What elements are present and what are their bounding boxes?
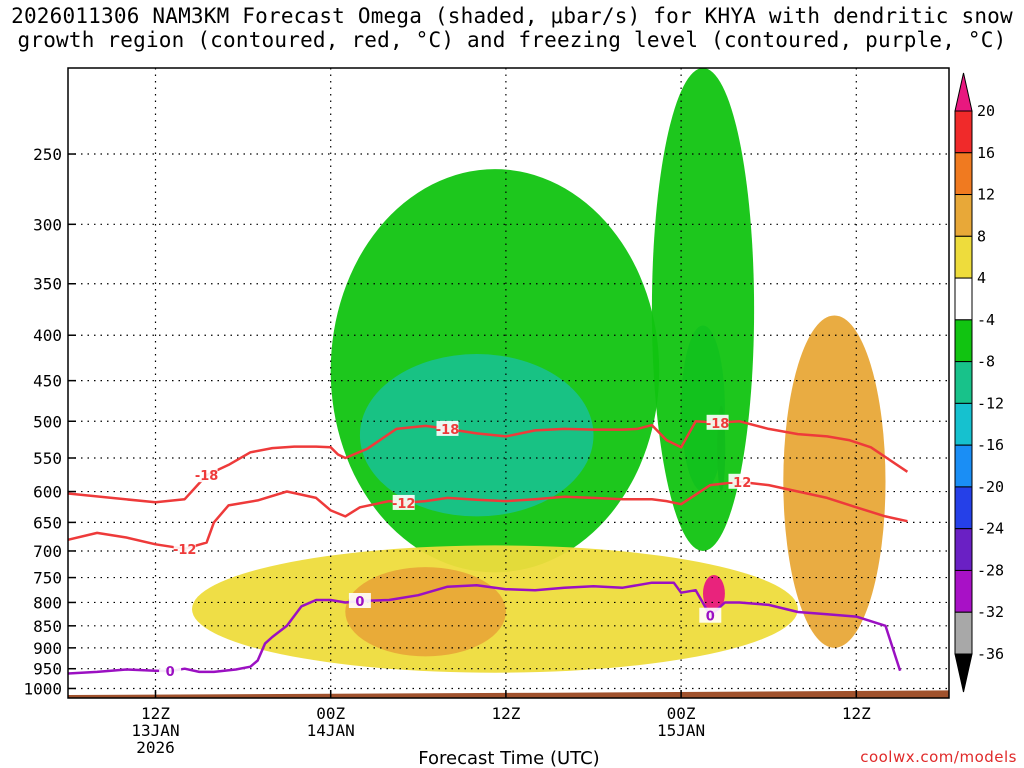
contour-label-bg-2-3 [728, 473, 751, 489]
y-tick-label-650: 650 [33, 513, 62, 532]
colorbar-bin-bottom [954, 653, 973, 693]
omega-shading [192, 68, 886, 673]
colorbar-label-9: -16 [977, 436, 1004, 454]
colorbar-label-11: -24 [977, 520, 1004, 538]
colorbar-label-12: -28 [977, 561, 1004, 579]
omega-region-2 [359, 354, 594, 517]
omega-region-7 [345, 567, 506, 657]
colorbar-label-1: 20 [977, 102, 995, 120]
colorbar-bin-8 [954, 402, 973, 446]
x-axis-title: Forecast Time (UTC) [418, 748, 599, 768]
colorbar-bin-13 [954, 611, 973, 655]
colorbar-bin-2 [954, 152, 973, 196]
title-line-1: 2026011306 NAM3KM Forecast Omega (shaded… [11, 4, 1013, 28]
colorbar-bin-12 [954, 569, 973, 613]
x-tick-date-36: 15JAN [657, 721, 705, 740]
colorbar-bin-6 [954, 319, 973, 363]
contour-label-bg-3-2 [348, 593, 371, 609]
colorbar-bin-9 [954, 444, 973, 488]
terrain-layer [68, 690, 949, 698]
omega-region-9 [783, 315, 886, 648]
contour-label-2-3: -12 [728, 476, 752, 491]
colorbar: 20 16 12 8 4 -4 -8 -12 -16 -20 -24 -28 -32 -36 [954, 72, 1004, 693]
y-tick-label-350: 350 [33, 275, 62, 294]
contour-label-3-1: 0 [166, 665, 175, 680]
contour-label-bg-1-2 [436, 420, 459, 436]
colorbar-label-13: -32 [977, 603, 1004, 621]
contour-label-3-3: 0 [706, 610, 715, 625]
colorbar-bin-5 [954, 277, 973, 321]
y-tick-label-300: 300 [33, 215, 62, 234]
x-tick-label-24: 12Z [491, 704, 520, 723]
colorbar-label-2: 16 [977, 144, 995, 162]
contour-line-1 [68, 420, 909, 504]
y-tick-label-500: 500 [33, 412, 62, 431]
y-tick-label-700: 700 [33, 542, 62, 561]
colorbar-label-5: 4 [977, 269, 986, 287]
plot-frame [67, 67, 950, 699]
omega-region-5 [651, 68, 755, 551]
y-tick-label-450: 450 [33, 372, 62, 391]
y-tick-label-800: 800 [33, 593, 62, 612]
contour-label-bg-1-1 [195, 467, 218, 483]
y-tick-label-900: 900 [33, 639, 62, 658]
colorbar-bin-7 [954, 361, 973, 404]
x-tick-date-0: 13JAN [131, 721, 179, 740]
x-tick-label-48: 12Z [842, 704, 871, 723]
contour-label-bg-2-1 [173, 540, 196, 556]
colorbar-bin-10 [954, 486, 973, 530]
contour-label-3-2: 0 [355, 595, 364, 610]
watermark: coolwx.com/models [860, 748, 1017, 766]
y-tick-label-850: 850 [33, 617, 62, 636]
colorbar-bin-1 [954, 110, 973, 154]
y-tick-label-600: 600 [33, 483, 62, 502]
grid-layer [68, 68, 949, 698]
x-tick-date-12: 14JAN [307, 721, 355, 740]
y-tick-label-550: 550 [33, 449, 62, 468]
colorbar-label-7: -8 [977, 353, 995, 371]
contour-label-1-1: -18 [195, 469, 219, 484]
chart-title: 2026011306 NAM3KM Forecast Omega (shaded… [0, 4, 1024, 52]
contour-lines: -18 -18 -18 -12 -12 -12 0 0 0 [68, 414, 909, 680]
contour-label-bg-3-3 [699, 607, 722, 623]
contour-label-2-2: -12 [392, 497, 416, 512]
colorbar-label-14: -36 [977, 645, 1004, 663]
y-tick-label-1000: 1000 [23, 679, 62, 698]
contour-label-1-2: -18 [436, 423, 460, 438]
contour-label-bg-2-2 [392, 494, 415, 510]
colorbar-bin-11 [954, 528, 973, 571]
y-tick-label-750: 750 [33, 569, 62, 588]
y-axis: 250 300 350 400 450 500 550 600 650 700 750 800 850 9… [23, 145, 76, 698]
colorbar-bin-4 [954, 235, 973, 279]
x-tick-year-0: 2026 [136, 738, 175, 757]
x-tick-label-12: 00Z [316, 704, 345, 723]
x-tick-label-0: 12Z [141, 704, 170, 723]
y-tick-label-250: 250 [33, 145, 62, 164]
y-tick-label-400: 400 [33, 326, 62, 345]
contour-label-2-1: -12 [173, 543, 197, 558]
contour-label-bg-1-3 [706, 414, 729, 430]
contour-line-3 [68, 581, 902, 675]
colorbar-label-4: 8 [977, 227, 986, 245]
terrain-fill [68, 690, 949, 698]
colorbar-label-10: -20 [977, 478, 1004, 496]
colorbar-bin-top [954, 72, 973, 112]
colorbar-label-3: 12 [977, 186, 995, 204]
contour-label-bg-3-1 [159, 663, 182, 679]
colorbar-bin-3 [954, 194, 973, 237]
y-tick-label-950: 950 [33, 660, 62, 679]
contour-label-1-3: -18 [706, 417, 730, 432]
colorbar-label-8: -12 [977, 394, 1004, 412]
title-line-2: growth region (contoured, red, °C) and f… [17, 28, 1007, 52]
colorbar-label-6: -4 [977, 311, 995, 329]
x-tick-label-36: 00Z [667, 704, 696, 723]
